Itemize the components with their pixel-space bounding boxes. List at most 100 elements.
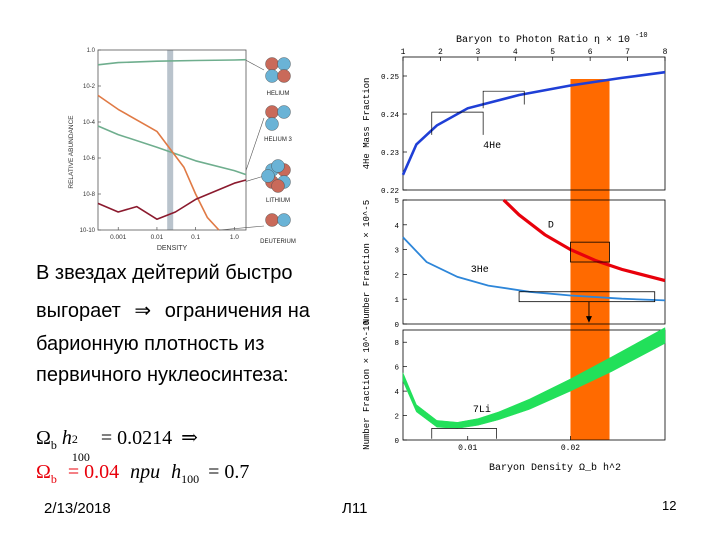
he3-curve (402, 236, 666, 302)
left-plot-frame (97, 49, 247, 231)
left-connector (218, 225, 265, 231)
left-series-lithium (97, 179, 247, 220)
top-axis-title: Baryon to Photon Ratio η × 10 (456, 34, 630, 46)
formula-omega-h2: Ωb h 2 100 = 0.0214 ⇒ (36, 425, 198, 464)
text-line-4: первичного нуклеосинтеза: (36, 364, 289, 386)
helium-nucleus-icon (265, 69, 279, 83)
y-tick-label: 4 (394, 389, 399, 397)
bottom-axis-title: Baryon Density Ω_b h^2 (489, 462, 621, 474)
left-connector (245, 117, 265, 171)
omega2-symbol: Ω (36, 461, 51, 483)
helium3-nucleus-icon (277, 105, 291, 119)
top-tick-label: 8 (663, 48, 668, 57)
omega-symbol: Ω (36, 427, 51, 449)
h-sub: 100 (71, 450, 90, 464)
y-tick-label: 8 (394, 340, 399, 348)
left-ytick-label: 10-8 (83, 192, 96, 198)
y-tick-label: 0.25 (381, 74, 400, 82)
right-bbn-chart: 1 2 3 4 5 6 7 8 Baryon to Photon Ratio η × 10 -10… (362, 32, 668, 474)
y-tick-label: 4 (394, 223, 399, 231)
text-line-1: В звездах дейтерий быстро (36, 262, 293, 284)
y-tick-label: 6 (394, 365, 399, 373)
he4-box-right (482, 90, 525, 109)
he4-curve (401, 70, 666, 176)
he4-box-left (431, 111, 484, 135)
text-line-3: барионную плотность из (36, 333, 265, 355)
left-connector (245, 59, 265, 71)
density-band (167, 50, 174, 230)
formula2-value: = 0.04 (67, 461, 120, 483)
page-number: 12 (662, 498, 677, 513)
left-xtick-label: 0.1 (191, 234, 200, 241)
left-xtick-label: 0.01 (151, 234, 164, 241)
panel-frame-2 (402, 199, 666, 325)
formula1-value: = 0.0214 (100, 427, 173, 449)
helium-nucleus-icon (277, 69, 291, 83)
text-line-2b: ограничения на (164, 300, 310, 322)
text-line-2: выгорает ⇒ ограничения на (36, 298, 310, 323)
top-tick-label: 6 (588, 48, 593, 57)
y-tick-label: 2 (394, 414, 399, 422)
he3-label: 3He (471, 265, 489, 276)
helium-nucleus-icon (277, 57, 291, 71)
left-xtick-label: 1.0 (230, 234, 239, 241)
implies-arrow: ⇒ (134, 300, 152, 322)
formula1-arrow: ⇒ (181, 427, 198, 449)
d-box (570, 241, 610, 263)
y-tick-label: 0 (394, 438, 399, 446)
y-tick-label: 0.22 (381, 188, 399, 196)
he3-box (518, 291, 656, 303)
lithium-nucleus-icon (271, 159, 285, 173)
lithium-label: LITHIUM (266, 198, 290, 204)
omega-sub: b (50, 438, 57, 452)
helium-label: HELIUM (267, 91, 290, 97)
he4-ylabel: 4He Mass Fraction (362, 78, 372, 170)
bottom-tick-label: 0.02 (561, 444, 580, 453)
left-ytick-label: 10-4 (83, 120, 96, 126)
deuterium-label: DEUTERIUM (260, 239, 296, 245)
lithium-nucleus-icon (271, 179, 285, 193)
top-tick-label: 2 (438, 48, 443, 57)
y-tick-label: 1 (394, 297, 399, 305)
top-tick-label: 3 (475, 48, 480, 57)
y-tick-label: 2 (394, 272, 399, 280)
panel-frame-3 (402, 329, 666, 441)
left-ytick-label: 10-6 (83, 156, 96, 162)
li7-band (402, 327, 666, 429)
helium3-label: HELIUM 3 (264, 137, 292, 143)
top-tick-label: 4 (513, 48, 518, 57)
y-tick-label: 5 (394, 198, 399, 206)
left-series-helium (97, 58, 247, 66)
left-xlabel: DENSITY (157, 245, 188, 252)
helium3-nucleus-icon (265, 117, 279, 131)
left-ytick-label: 10-2 (83, 84, 96, 90)
li7-ylabel: Number Fraction × 10^-10 (362, 320, 372, 450)
left-series-deuterium (97, 94, 220, 231)
formula2-pri: при (130, 461, 161, 483)
footer-center: Л11 (342, 500, 368, 517)
y-tick-label: 0.23 (381, 150, 400, 158)
deuterium-nucleus-icon (277, 213, 291, 227)
d-he3-ylabel: Number Fraction × 10^-5 (362, 200, 372, 324)
li7-label: 7Li (473, 404, 491, 416)
h-sup: 2 (71, 432, 78, 446)
left-ylabel: RELATIVE ABUNDANCE (68, 115, 75, 189)
left-connector (245, 175, 265, 182)
formula-omega-b: Ωb = 0.04 при h100 = 0.7 (36, 461, 249, 487)
top-tick-label: 7 (625, 48, 630, 57)
text-line-2a: выгорает (36, 300, 121, 322)
panel-frame-1 (402, 56, 666, 191)
formula2-hvalue: = 0.7 (208, 461, 250, 483)
top-axis-exponent: -10 (635, 32, 648, 40)
left-abundance-chart: 0.001 0.01 0.1 1.01.010-210-410-610-810-10 … (68, 48, 296, 252)
h2-symbol: h (171, 461, 182, 483)
lithium-nucleus-icon (261, 169, 275, 183)
left-xtick-label: 0.001 (110, 234, 127, 241)
h-symbol: h (61, 427, 72, 449)
bottom-tick-label: 0.01 (458, 444, 477, 453)
h2-sub: 100 (181, 472, 200, 486)
he4-label: 4He (483, 141, 501, 152)
helium3-nucleus-icon (265, 105, 279, 119)
left-ytick-label: 10-10 (80, 228, 96, 234)
top-tick-label: 5 (550, 48, 555, 57)
